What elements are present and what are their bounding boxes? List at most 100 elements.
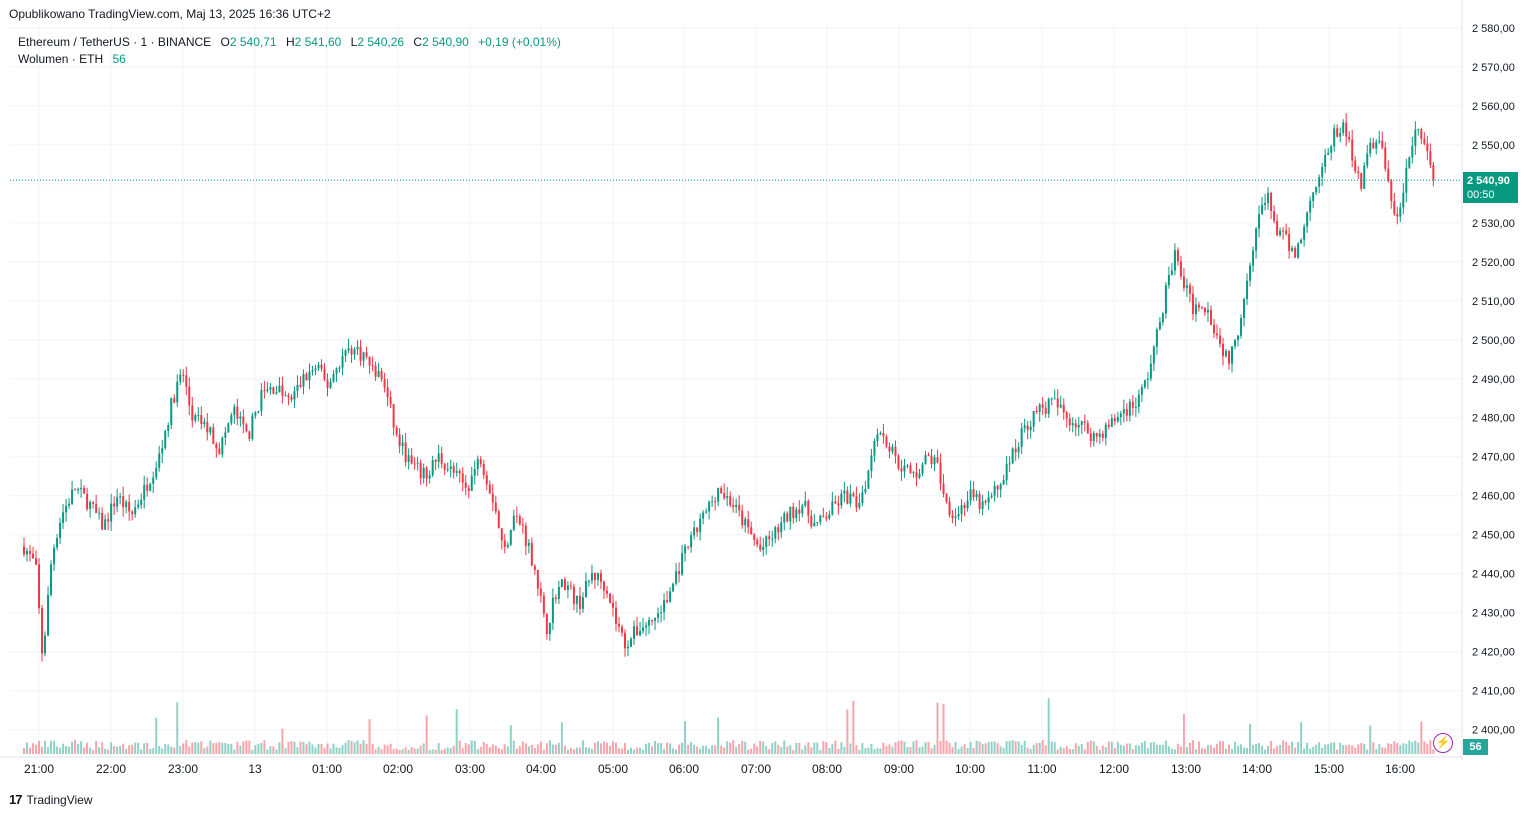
candle-body <box>341 355 344 368</box>
candle-body <box>611 602 614 608</box>
volume-bar <box>272 746 275 754</box>
volume-bar <box>1315 744 1318 754</box>
candle-body <box>1273 211 1276 221</box>
candle-body <box>1005 463 1008 481</box>
volume-bar <box>161 748 164 754</box>
candle-body <box>1176 250 1179 262</box>
volume-bar <box>1414 740 1417 754</box>
volume-bar <box>1218 741 1221 754</box>
y-tick-label: 2 470,00 <box>1472 452 1515 464</box>
candle-body <box>143 484 146 500</box>
candle-body <box>1303 226 1306 240</box>
candle-body <box>654 617 657 621</box>
candle-body <box>870 455 873 471</box>
candle-body <box>627 646 630 649</box>
volume-bar <box>912 741 915 754</box>
candle-body <box>1038 404 1041 413</box>
candle-body <box>918 473 921 478</box>
volume-bar <box>1306 742 1309 754</box>
candle-body <box>80 487 83 490</box>
candle-body <box>539 588 542 596</box>
candle-body <box>1158 322 1161 330</box>
volume-bar <box>684 721 687 754</box>
x-tick-label: 22:00 <box>96 762 126 776</box>
volume-bar <box>867 747 870 754</box>
volume-bar <box>1023 740 1026 754</box>
candle-body <box>894 446 897 456</box>
volume-bar <box>999 746 1002 754</box>
volume-bar <box>801 749 804 754</box>
y-tick-label: 2 450,00 <box>1472 530 1515 542</box>
lightning-icon[interactable]: ⚡ <box>1433 733 1453 753</box>
candle-body <box>269 387 272 390</box>
candle-body <box>224 432 227 438</box>
volume-bar <box>1288 745 1291 754</box>
volume-bar <box>491 744 494 754</box>
y-tick-label: 2 520,00 <box>1472 257 1515 269</box>
candle-body <box>194 415 197 421</box>
volume-bar <box>221 742 224 754</box>
volume-bar <box>494 745 497 754</box>
candle-body <box>1062 404 1065 413</box>
footer-brand[interactable]: 17 TradingView <box>9 792 93 807</box>
volume-bar <box>1161 744 1164 754</box>
candle-body <box>1291 247 1294 251</box>
volume-bar <box>639 747 642 754</box>
volume-bar <box>179 745 182 754</box>
volume-bar <box>335 747 338 754</box>
candle-body <box>885 436 888 447</box>
bar-countdown: 00:50 <box>1467 189 1495 201</box>
candle-body <box>1225 350 1228 357</box>
volume-bar <box>1158 745 1161 754</box>
volume-bar <box>816 742 819 754</box>
candle-body <box>756 539 759 545</box>
volume-label[interactable]: Wolumen · ETH <box>18 52 104 66</box>
volume-bar <box>855 745 858 754</box>
candle-body <box>530 542 533 566</box>
candle-body <box>497 511 500 529</box>
candle-body <box>227 423 230 433</box>
volume-bar <box>906 747 909 754</box>
candle-body <box>254 412 257 416</box>
volume-bar <box>879 748 882 754</box>
candle-body <box>158 453 161 468</box>
candle-body <box>1261 204 1264 215</box>
candle-body <box>684 546 687 554</box>
volume-bar <box>1119 744 1122 754</box>
x-tick-label: 13:00 <box>1171 762 1201 776</box>
x-tick-label: 13 <box>248 762 262 776</box>
symbol-name[interactable]: Ethereum / TetherUS · 1 · BINANCE <box>18 35 212 49</box>
volume-bar <box>1170 748 1173 754</box>
candle-body <box>699 518 702 532</box>
volume-bar <box>143 743 146 754</box>
y-tick-label: 2 490,00 <box>1472 374 1515 386</box>
volume-bar <box>927 741 930 754</box>
volume-bar <box>1345 745 1348 754</box>
volume-bar <box>750 748 753 754</box>
volume-bar <box>1020 744 1023 754</box>
candle-body <box>386 387 389 398</box>
candle-body <box>1348 136 1351 140</box>
volume-bar <box>1309 748 1312 754</box>
tradingview-logo-icon: 17 <box>9 792 23 807</box>
volume-bar <box>38 740 41 754</box>
candle-body <box>642 627 645 632</box>
candle-body <box>1264 203 1267 205</box>
volume-bar <box>1128 743 1131 754</box>
candle-body <box>83 487 86 494</box>
y-tick-label: 2 410,00 <box>1472 686 1515 698</box>
volume-bar <box>1360 742 1363 754</box>
volume-bar <box>89 747 92 754</box>
close-label: C <box>413 35 423 49</box>
volume-bar <box>957 749 960 754</box>
volume-bar <box>308 741 311 754</box>
volume-bar <box>795 742 798 754</box>
volume-bar <box>1113 748 1116 754</box>
candle-body <box>437 453 440 462</box>
candle-body <box>515 515 518 517</box>
candle-body <box>137 504 140 508</box>
candle-body <box>1089 433 1092 442</box>
candle-body <box>182 374 185 376</box>
volume-bar <box>557 742 560 754</box>
